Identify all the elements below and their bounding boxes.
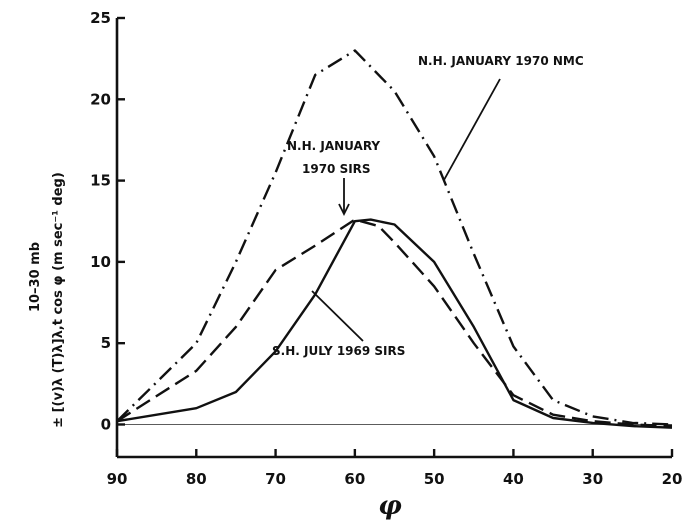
y-tick-label: 25: [90, 9, 111, 27]
x-tick-label: 40: [503, 470, 524, 488]
x-tick-label: 90: [107, 470, 128, 488]
x-axis-label: φ: [378, 491, 402, 521]
leader-line-sh-sirs: [311, 290, 364, 342]
x-tick-label: 50: [424, 470, 445, 488]
x-tick-label: 30: [582, 470, 603, 488]
axes: [115, 18, 672, 459]
x-tick-label: 60: [344, 470, 365, 488]
y-axis-label-top: 10–30 mb: [28, 242, 43, 312]
x-tick-label: 20: [662, 470, 683, 488]
y-tick-label: 0: [101, 415, 111, 433]
leader-line-nmc: [443, 78, 501, 181]
x-tick-label: 80: [186, 470, 207, 488]
series-lines: [116, 49, 673, 429]
series-line-solid: [116, 218, 673, 429]
y-tick-label: 10: [90, 253, 111, 271]
leader-arrowhead-nh-sirs: [338, 203, 350, 217]
annotation-sh-sirs: S.H. JULY 1969 SIRS: [272, 344, 405, 358]
ticks: 0 5 10 15 20 25 90 80 70 60 50 40 30 20: [90, 9, 682, 488]
series-line-dashed: [116, 218, 673, 428]
y-tick-label: 20: [90, 90, 111, 108]
annotation-nmc: N.H. JANUARY 1970 NMC: [418, 54, 584, 68]
annotation-nh-sirs-line2: 1970 SIRS: [302, 162, 371, 176]
annotation-nh-sirs-line1: N.H. JANUARY: [287, 139, 380, 153]
y-tick-label: 5: [101, 334, 111, 352]
x-tick-label: 70: [265, 470, 286, 488]
series-line-dash-dot: [116, 49, 673, 426]
y-tick-label: 15: [90, 172, 111, 190]
y-axis-label-bottom: ± [(v)λ (T)λ]λ,t cos φ (m sec⁻¹ deg): [51, 172, 66, 428]
